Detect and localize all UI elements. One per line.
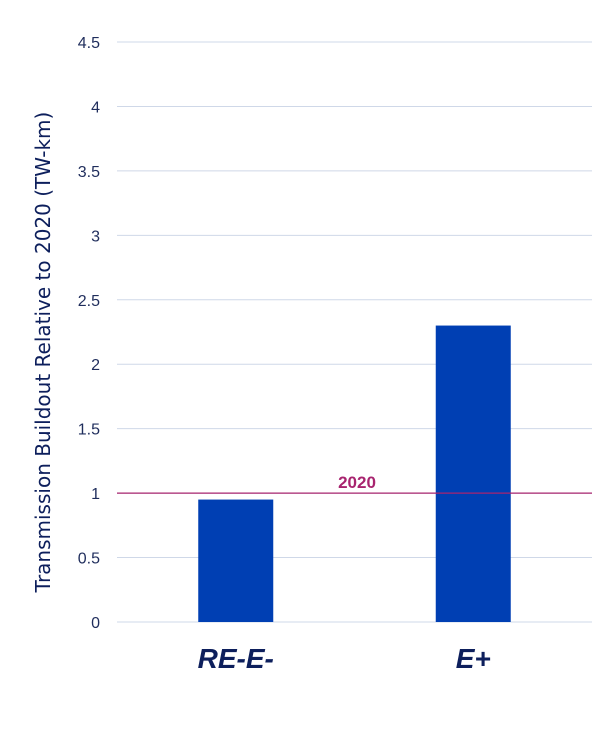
y-tick-label: 2.5: [78, 293, 100, 310]
bar: [435, 325, 511, 622]
bars: [198, 325, 511, 622]
x-axis-categories: RE-E- E+: [198, 643, 491, 674]
y-tick-label: 2: [91, 357, 100, 374]
y-axis-title: Transmission Buildout Relative to 2020 (…: [31, 112, 55, 594]
y-tick-label: 1.5: [78, 422, 100, 439]
gridlines: [117, 41, 592, 623]
y-tick-label: 0: [91, 615, 100, 632]
y-tick-label: 4.5: [78, 35, 100, 52]
y-axis-ticks: 0 0.5 1 1.5 2 2.5 3 3.5 4 4.5: [78, 35, 100, 632]
bar: [198, 499, 274, 622]
y-tick-label: 4: [91, 99, 100, 116]
reference-line-group: 2020: [117, 473, 592, 494]
reference-line-label: 2020: [338, 473, 376, 492]
y-tick-label: 1: [91, 486, 100, 503]
y-tick-label: 3: [91, 228, 100, 245]
x-category-label: E+: [456, 643, 491, 674]
y-tick-label: 3.5: [78, 164, 100, 181]
y-tick-label: 0.5: [78, 551, 100, 568]
x-category-label: RE-E-: [198, 643, 274, 674]
